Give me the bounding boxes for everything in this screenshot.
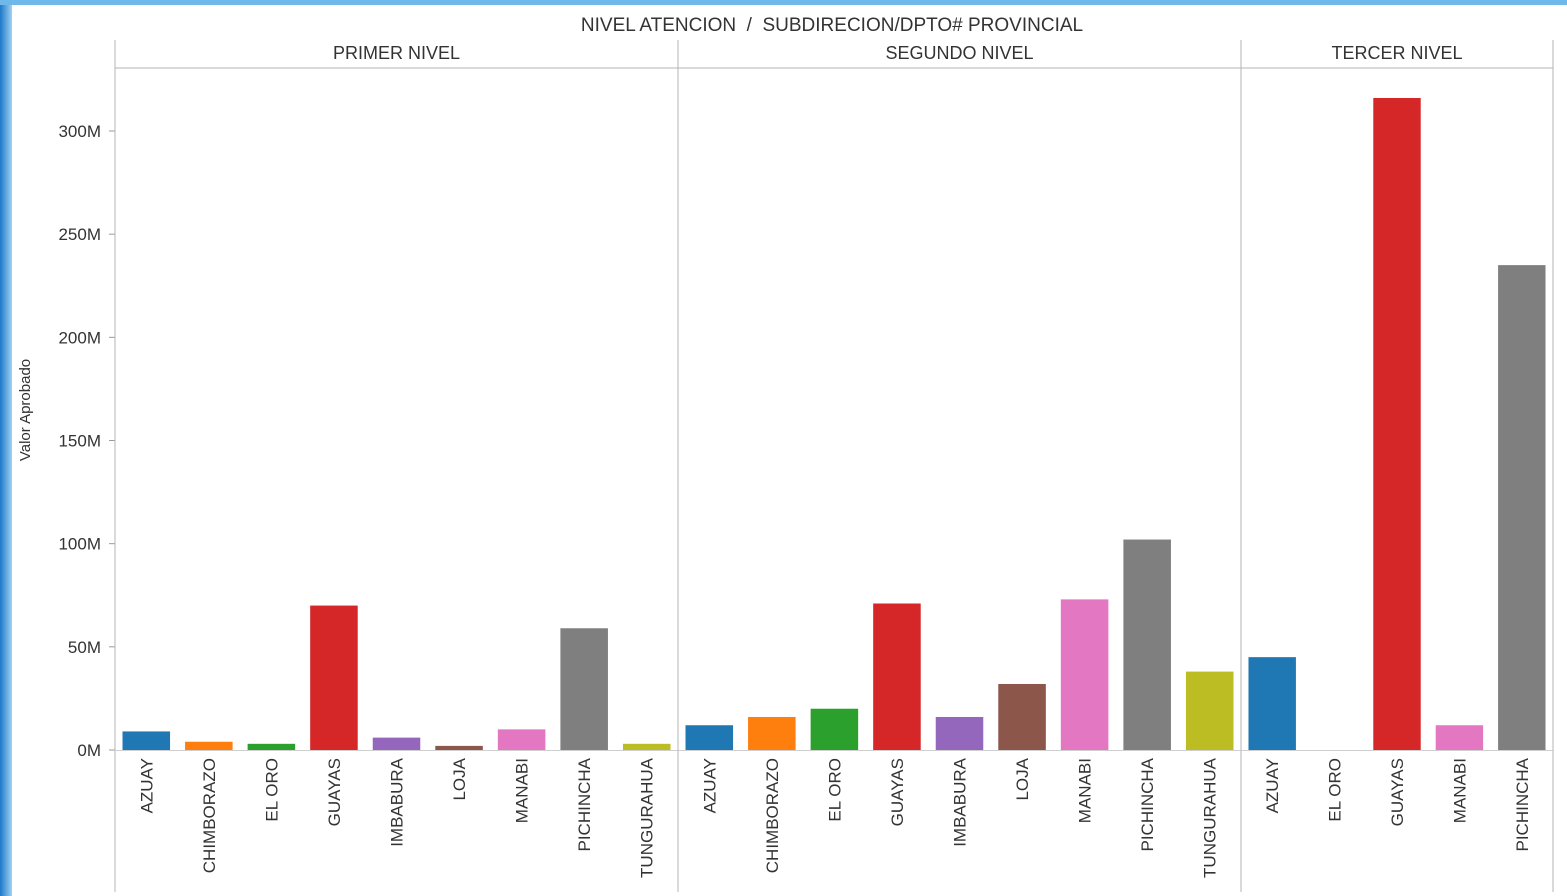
bar-azuay[interactable] xyxy=(122,731,171,750)
axis-layer: 0M 50M 100M 150M 200M 250M 300M xyxy=(58,40,1553,892)
x-tick-label: AZUAY xyxy=(1263,758,1282,813)
window-top-border xyxy=(0,0,1567,5)
x-tick-label: MANABI xyxy=(1450,758,1469,823)
panel-tercer-nivel: TERCER NIVEL AZUAY EL ORO GUAYAS MANABI PICHI… xyxy=(1241,40,1554,892)
bar-loja[interactable] xyxy=(435,745,483,750)
x-tick-label: MANABI xyxy=(1076,758,1095,823)
bar-azuay[interactable] xyxy=(685,725,734,750)
panel-layer: PRIMER NIVEL AZUAY CHIMBORAZO EL ORO GUAYAS I… xyxy=(115,40,1554,892)
x-tick-label: EL ORO xyxy=(825,758,844,822)
bar-manabi[interactable] xyxy=(1060,599,1109,750)
x-tick-label: LOJA xyxy=(450,757,469,800)
window-left-border xyxy=(0,0,12,896)
bar-imbabura[interactable] xyxy=(935,716,984,750)
bar-imbabura[interactable] xyxy=(372,737,421,750)
x-tick-label: PICHINCHA xyxy=(1138,757,1157,851)
y-tick-label: 150M xyxy=(58,432,101,451)
x-tick-label: TUNGURAHUA xyxy=(638,757,657,878)
bar-guayas[interactable] xyxy=(873,603,921,750)
y-tick-label: 300M xyxy=(58,122,101,141)
bar-pichincha[interactable] xyxy=(1498,265,1546,750)
bar-guayas[interactable] xyxy=(310,605,358,750)
y-tick-label: 50M xyxy=(68,638,101,657)
bar-tungurahua[interactable] xyxy=(1185,671,1234,750)
y-tick-label: 200M xyxy=(58,328,101,347)
bar-pichincha[interactable] xyxy=(560,628,608,750)
x-tick-label: CHIMBORAZO xyxy=(200,758,219,873)
x-tick-label: LOJA xyxy=(1013,757,1032,800)
bar-azuay[interactable] xyxy=(1248,657,1296,750)
x-tick-label: CHIMBORAZO xyxy=(763,758,782,873)
bar-el-oro[interactable] xyxy=(810,708,859,750)
bar-tungurahua[interactable] xyxy=(622,743,671,750)
bar-loja[interactable] xyxy=(998,683,1046,750)
chart-title: NIVEL ATENCION / SUBDIRECION/DPTO# PROVI… xyxy=(581,15,1083,36)
x-tick-label: AZUAY xyxy=(700,758,719,813)
panel-header: PRIMER NIVEL xyxy=(333,43,460,63)
panel-header: TERCER NIVEL xyxy=(1331,43,1462,63)
x-tick-label: AZUAY xyxy=(137,758,156,813)
x-tick-label: PICHINCHA xyxy=(1513,757,1532,851)
y-tick-label: 100M xyxy=(58,535,101,554)
x-tick-label: GUAYAS xyxy=(888,758,907,826)
panel-header: SEGUNDO NIVEL xyxy=(885,43,1033,63)
x-tick-label: MANABI xyxy=(513,758,532,823)
x-tick-label: EL ORO xyxy=(1326,758,1345,822)
bar-chimborazo[interactable] xyxy=(185,741,233,750)
y-tick-label: 250M xyxy=(58,225,101,244)
x-tick-label: IMBABURA xyxy=(388,757,407,846)
y-tick-label: 0M xyxy=(77,741,101,760)
panel-segundo-nivel: SEGUNDO NIVEL AZUAY CHIMBORAZO EL ORO GUAYAS… xyxy=(678,40,1242,892)
y-axis-label: Valor Aprobado xyxy=(17,359,34,461)
x-tick-label: GUAYAS xyxy=(325,758,344,826)
x-tick-label: EL ORO xyxy=(262,758,281,822)
bar-guayas[interactable] xyxy=(1373,97,1421,750)
bar-pichincha[interactable] xyxy=(1123,539,1171,750)
x-tick-label: PICHINCHA xyxy=(575,757,594,851)
x-tick-label: TUNGURAHUA xyxy=(1201,757,1220,878)
panel-primer-nivel: PRIMER NIVEL AZUAY CHIMBORAZO EL ORO GUAYAS I… xyxy=(115,40,679,892)
bar-el-oro[interactable] xyxy=(247,743,296,750)
x-tick-label: GUAYAS xyxy=(1388,758,1407,826)
x-tick-label: IMBABURA xyxy=(951,757,970,846)
bar-chimborazo[interactable] xyxy=(748,716,796,750)
bar-manabi[interactable] xyxy=(497,729,546,750)
bar-manabi[interactable] xyxy=(1435,725,1484,750)
